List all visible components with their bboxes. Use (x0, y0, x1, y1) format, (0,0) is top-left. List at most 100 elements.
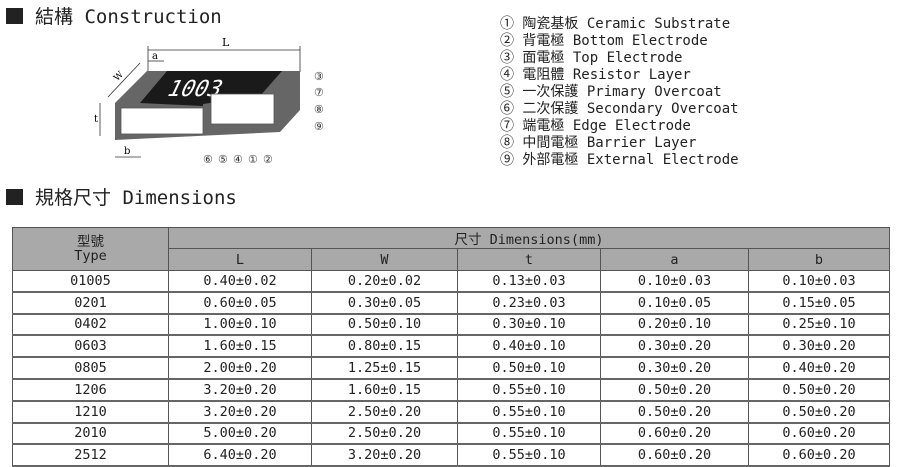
dimension-cell: 0.50±0.20 (748, 378, 890, 402)
dimension-cell: 5.00±0.20 (168, 422, 312, 446)
dimension-cell: 3.20±0.20 (168, 378, 312, 402)
dimension-cell: 0.15±0.05 (748, 291, 890, 315)
col-header-t: t (457, 248, 601, 271)
dimension-cell: 0.50±0.10 (311, 313, 458, 337)
dimension-cell: 2.50±0.20 (311, 422, 458, 446)
type-cell: 0805 (12, 356, 169, 380)
dimension-cell: 1.00±0.10 (168, 313, 312, 337)
dimension-cell: 0.55±0.10 (457, 443, 601, 467)
table-row: 2512 6.40±0.20 3.20±0.20 0.55±0.10 0.60±0.20… (12, 443, 890, 467)
dim-a-label: a (152, 51, 158, 62)
legend-item: ⑨ 外部電極 External Electrode (500, 152, 739, 168)
dimension-cell: 0.60±0.20 (748, 422, 890, 446)
dim-t-label: t (94, 114, 98, 125)
dim-L-label: L (222, 36, 230, 49)
dimension-cell: 0.40±0.10 (457, 334, 601, 359)
construction-legend: ① 陶瓷基板 Ceramic Substrate ② 背電極 Bottom El… (500, 16, 739, 169)
type-header: 型號 Type (12, 227, 169, 271)
table-row: 0402 1.00±0.10 0.50±0.10 0.30±0.10 0.20±0.10… (12, 313, 890, 337)
table-row: 1210 3.20±0.20 2.50±0.20 0.55±0.10 0.50±0.20… (12, 400, 890, 424)
bullet-square-icon (6, 7, 23, 24)
dim-W-label: W (112, 70, 126, 84)
dimension-cell: 6.40±0.20 (168, 443, 312, 467)
dimension-cell: 0.25±0.10 (748, 313, 890, 337)
dimension-cell: 1.25±0.15 (311, 356, 458, 380)
table-row: 0603 1.60±0.15 0.80±0.15 0.40±0.10 0.30±0.20… (12, 334, 890, 359)
type-cell: 1206 (12, 378, 169, 402)
legend-item: ② 背電極 Bottom Electrode (500, 33, 708, 49)
dimension-cell: 0.50±0.20 (748, 400, 890, 424)
callout-5: ⑤ (218, 153, 228, 166)
dimension-cell: 0.30±0.20 (600, 356, 749, 380)
type-cell: 0603 (12, 334, 169, 359)
dimension-cell: 3.20±0.20 (311, 443, 458, 467)
dimension-cell: 0.10±0.03 (748, 269, 890, 293)
type-cell: 0402 (12, 313, 169, 337)
table-row: 0201 0.60±0.05 0.30±0.05 0.23±0.03 0.10±0.05… (12, 291, 890, 315)
dimension-cell: 0.10±0.05 (600, 291, 749, 315)
type-cell: 2010 (12, 422, 169, 446)
callout-8: ⑧ (314, 103, 324, 116)
dimension-cell: 0.60±0.20 (748, 443, 890, 467)
dimension-cell: 1.60±0.15 (311, 378, 458, 402)
callout-4: ④ (233, 153, 243, 166)
dimension-cell: 0.30±0.20 (748, 334, 890, 359)
dimension-cell: 0.30±0.05 (311, 291, 458, 315)
legend-item: ⑧ 中間電極 Barrier Layer (500, 135, 697, 151)
col-header-a: a (600, 248, 749, 271)
dimensions-table: 型號 Type 尺寸 Dimensions(mm) L W t a b 01005… (12, 227, 890, 467)
dimension-cell: 2.00±0.20 (168, 356, 312, 380)
legend-item: ③ 面電極 Top Electrode (500, 50, 683, 66)
dimension-cell: 0.20±0.02 (311, 269, 458, 293)
col-header-W: W (311, 248, 458, 271)
dimension-cell: 0.40±0.20 (748, 356, 890, 380)
dimension-cell: 0.30±0.20 (600, 334, 749, 359)
legend-item: ① 陶瓷基板 Ceramic Substrate (500, 16, 731, 32)
table-row: 1206 3.20±0.20 1.60±0.15 0.55±0.10 0.50±0.20… (12, 378, 890, 402)
dimension-cell: 0.60±0.05 (168, 291, 312, 315)
dimension-cell: 0.55±0.10 (457, 422, 601, 446)
type-cell: 01005 (12, 269, 169, 293)
dimension-cell: 0.55±0.10 (457, 378, 601, 402)
dimension-cell: 0.50±0.20 (600, 378, 749, 402)
dimension-cell: 0.60±0.20 (600, 443, 749, 467)
dimension-cell: 0.80±0.15 (311, 334, 458, 359)
legend-item: ⑦ 端電極 Edge Electrode (500, 118, 691, 134)
dimension-cell: 2.50±0.20 (311, 400, 458, 424)
dimension-cell: 0.20±0.10 (600, 313, 749, 337)
dimension-cell: 0.40±0.02 (168, 269, 312, 293)
dimension-cell: 1.60±0.15 (168, 334, 312, 359)
type-cell: 1210 (12, 400, 169, 424)
legend-item: ④ 電阻體 Resistor Layer (500, 67, 691, 83)
callout-9: ⑨ (314, 120, 324, 133)
table-row: 01005 0.40±0.02 0.20±0.02 0.13±0.03 0.10±0.0… (12, 269, 890, 293)
type-cell: 2512 (12, 443, 169, 467)
callout-3: ③ (314, 70, 324, 83)
dimension-cell: 0.13±0.03 (457, 269, 601, 293)
dimension-cell: 0.55±0.10 (457, 400, 601, 424)
col-header-b: b (748, 248, 890, 271)
dim-b-label: b (124, 146, 130, 157)
dimension-cell: 3.20±0.20 (168, 400, 312, 424)
resistor-construction-diagram: L a W 1003 t b ③ ⑦ ⑧ ⑨ ⑥ ⑤ ④ ① ② (94, 36, 324, 166)
callout-7: ⑦ (314, 86, 324, 99)
dimension-cell: 0.23±0.03 (457, 291, 601, 315)
dimensions-group-header: 尺寸 Dimensions(mm) (168, 227, 890, 249)
col-header-L: L (168, 248, 312, 271)
dimension-cell: 0.50±0.10 (457, 356, 601, 380)
legend-item: ⑥ 二次保護 Secondary Overcoat (500, 101, 739, 117)
dimension-cell: 0.50±0.20 (600, 400, 749, 424)
table-row: 2010 5.00±0.20 2.50±0.20 0.55±0.10 0.60±0.20… (12, 422, 890, 446)
bullet-square-icon (6, 188, 23, 205)
dimension-cell: 0.30±0.10 (457, 313, 601, 337)
callout-6: ⑥ (203, 153, 213, 166)
type-cell: 0201 (12, 291, 169, 315)
dimension-cell: 0.10±0.03 (600, 269, 749, 293)
dimension-cell: 0.60±0.20 (600, 422, 749, 446)
construction-heading: 結構 Construction (6, 2, 222, 29)
table-row: 0805 2.00±0.20 1.25±0.15 0.50±0.10 0.30±0.20… (12, 356, 890, 380)
legend-item: ⑤ 一次保護 Primary Overcoat (500, 84, 722, 100)
dimensions-heading: 規格尺寸 Dimensions (6, 183, 237, 210)
callout-2: ② (263, 153, 273, 166)
callout-1: ① (248, 153, 258, 166)
